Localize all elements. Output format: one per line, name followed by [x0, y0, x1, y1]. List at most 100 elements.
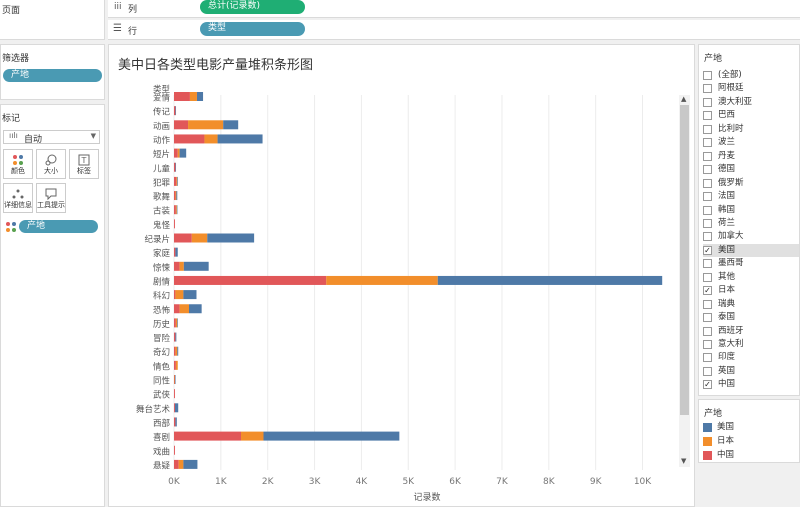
- checkbox[interactable]: [703, 340, 712, 349]
- checkbox[interactable]: [703, 97, 712, 107]
- bar-segment: [174, 445, 175, 455]
- text-label-icon: T: [78, 154, 90, 166]
- rows-label: 行: [128, 27, 138, 37]
- checkbox[interactable]: [703, 366, 712, 376]
- bar-segment: [176, 176, 178, 186]
- rows-pill[interactable]: 类型: [200, 22, 305, 36]
- category-label: 恐怖: [153, 305, 171, 316]
- checkbox[interactable]: [703, 178, 712, 188]
- filter-item[interactable]: 波兰: [703, 136, 799, 149]
- filter-pill[interactable]: 产地: [3, 69, 102, 82]
- filter-item[interactable]: 巴西: [703, 109, 799, 122]
- rows-shelf[interactable]: ☰ 行 类型: [108, 20, 800, 40]
- filter-item[interactable]: 西班牙: [703, 325, 799, 338]
- checkbox[interactable]: [703, 124, 712, 134]
- checkbox[interactable]: [703, 151, 712, 161]
- filter-item[interactable]: 印度: [703, 351, 799, 364]
- bar-chart: 0K 1K 2K 3K 4K 5K 6K 7K 8K 9K 10K 记录数 类型爱情传记动画动作短片儿童…: [136, 84, 663, 503]
- filter-item-label: 墨西哥: [718, 258, 744, 269]
- checkbox[interactable]: ✓: [703, 286, 712, 296]
- x-axis-label: 记录数: [413, 491, 440, 503]
- category-label: 爱情: [153, 93, 171, 104]
- filter-item[interactable]: ✓ 日本: [703, 284, 799, 297]
- filter-item[interactable]: ✓ 美国: [703, 243, 799, 257]
- filter-item[interactable]: 意大利: [703, 338, 799, 351]
- detail-card[interactable]: 详细信息: [3, 183, 33, 213]
- rows-icon: ☰: [113, 23, 122, 34]
- checkbox[interactable]: [703, 165, 712, 175]
- x-tick-label: 5K: [402, 477, 415, 487]
- filter-item[interactable]: 俄罗斯: [703, 177, 799, 190]
- checkbox[interactable]: [703, 299, 712, 309]
- filter-item-label: 韩国: [718, 204, 736, 215]
- checkbox[interactable]: ✓: [703, 380, 712, 390]
- legend-label: 美国: [717, 422, 735, 432]
- filter-item[interactable]: 比利时: [703, 123, 799, 136]
- color-card[interactable]: 颜色: [3, 149, 33, 179]
- bar-segment: [189, 92, 197, 101]
- filter-item[interactable]: 德国: [703, 163, 799, 176]
- filter-item[interactable]: 其他: [703, 271, 799, 284]
- checkbox[interactable]: [703, 259, 712, 269]
- tooltip-card[interactable]: 工具提示: [36, 183, 66, 213]
- filter-item[interactable]: 墨西哥: [703, 257, 799, 270]
- filter-item[interactable]: 泰国: [703, 311, 799, 324]
- bar-segment: [174, 219, 175, 229]
- checkbox[interactable]: [703, 353, 712, 363]
- filter-item[interactable]: 丹麦: [703, 150, 799, 163]
- checkbox[interactable]: [703, 192, 712, 202]
- filter-item-label: 加拿大: [718, 231, 744, 242]
- filter-item[interactable]: 加拿大: [703, 230, 799, 243]
- color-pill[interactable]: 产地: [19, 220, 98, 233]
- checkbox[interactable]: ✓: [703, 245, 712, 255]
- category-label: 纪录片: [144, 234, 170, 245]
- columns-shelf[interactable]: iii 列 总计(记录数): [108, 0, 800, 18]
- row-header: 类型: [153, 84, 171, 95]
- filter-item[interactable]: 韩国: [703, 204, 799, 217]
- bar-segment: [179, 261, 184, 271]
- checkbox[interactable]: [703, 272, 712, 282]
- checkbox[interactable]: [703, 71, 712, 80]
- pages-shelf[interactable]: 页面: [0, 0, 105, 40]
- filter-item[interactable]: 英国: [703, 365, 799, 378]
- filter-item[interactable]: 阿根廷: [703, 82, 799, 95]
- mark-type-dropdown[interactable]: ıılı 自动 ▼: [3, 130, 100, 145]
- category-label: 家庭: [153, 248, 171, 259]
- filter-item[interactable]: ✓ 中国: [703, 378, 799, 391]
- scroll-up-icon[interactable]: ▲: [681, 95, 687, 103]
- chart-panel: 美中日各类型电影产量堆积条形图 0K 1K 2K 3K 4K 5K 6K 7K 8K 9K 10K 记…: [108, 44, 695, 507]
- bar-segment: [174, 261, 180, 271]
- bar-segment: [263, 431, 400, 441]
- filter-item[interactable]: 法国: [703, 190, 799, 203]
- tooltip-card-label: 工具提示: [37, 201, 65, 209]
- filter-item[interactable]: 荷兰: [703, 217, 799, 230]
- checkbox[interactable]: [703, 218, 712, 228]
- bar-segment: [177, 176, 178, 186]
- bar-segment: [174, 92, 190, 101]
- filter-item[interactable]: (全部): [703, 69, 799, 82]
- bar-segment: [174, 162, 176, 172]
- size-card[interactable]: 大小: [36, 149, 66, 179]
- checkbox[interactable]: [703, 313, 712, 323]
- checkbox[interactable]: [703, 138, 712, 148]
- filter-item-label: 澳大利亚: [718, 96, 753, 107]
- scroll-down-icon[interactable]: ▼: [681, 457, 687, 465]
- label-card[interactable]: T 标签: [69, 149, 99, 179]
- checkbox[interactable]: [703, 232, 712, 242]
- label-card-label: 标签: [77, 167, 91, 175]
- bar-segment: [176, 191, 178, 201]
- mark-type-value: 自动: [24, 135, 43, 145]
- size-card-label: 大小: [44, 167, 58, 175]
- filter-item[interactable]: 澳大利亚: [703, 96, 799, 109]
- filter-item[interactable]: 瑞典: [703, 298, 799, 311]
- filter-item-label: 荷兰: [718, 217, 736, 228]
- vertical-scrollbar[interactable]: ▲ ▼: [679, 95, 690, 467]
- checkbox[interactable]: [703, 205, 712, 215]
- columns-pill[interactable]: 总计(记录数): [200, 0, 305, 14]
- detail-card-label: 详细信息: [4, 201, 32, 209]
- scrollbar-thumb[interactable]: [680, 105, 689, 415]
- bar-segment: [176, 205, 178, 215]
- checkbox[interactable]: [703, 84, 712, 94]
- checkbox[interactable]: [703, 326, 712, 336]
- checkbox[interactable]: [703, 111, 712, 121]
